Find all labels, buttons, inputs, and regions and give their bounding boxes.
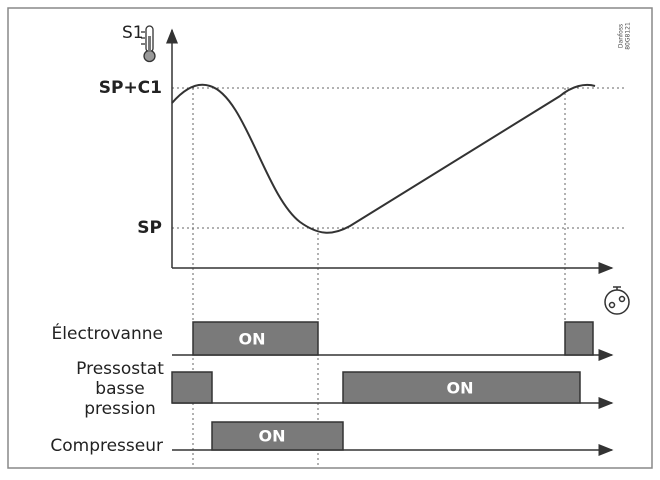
row-label: Pressostat [76, 359, 164, 379]
row-label: basse [95, 379, 144, 399]
state-label: ON [259, 427, 286, 446]
state-box [342, 371, 581, 404]
y-axis-label: S1 [122, 23, 144, 43]
row-label: Électrovanne [52, 322, 163, 344]
state-box [171, 371, 213, 404]
level-label: SP [137, 218, 162, 238]
code-text: 80G8121 [625, 22, 632, 50]
stopwatch-icon [604, 286, 630, 315]
state-label: ON [447, 379, 474, 398]
level-label: SP+C1 [99, 78, 162, 98]
thermometer-icon [141, 25, 156, 63]
temperature-curve [171, 83, 596, 234]
state-label: ON [239, 330, 266, 349]
state-box [192, 321, 319, 356]
frame [7, 7, 653, 469]
row-label: pression [84, 399, 155, 419]
code-text: Danfoss [618, 24, 625, 48]
state-box [564, 321, 594, 356]
row-label: Compresseur [50, 436, 163, 456]
state-box [211, 421, 344, 451]
